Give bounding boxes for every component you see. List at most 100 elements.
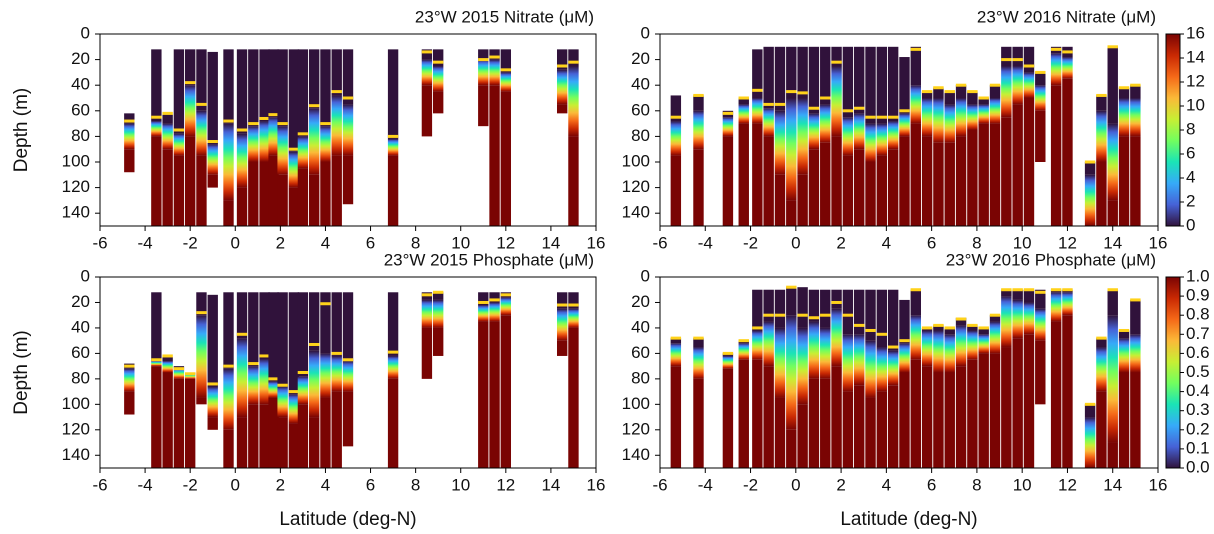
low-layer xyxy=(944,91,955,105)
low-layer xyxy=(432,292,444,300)
x-tick-label: 2 xyxy=(836,233,845,252)
gradient-layer xyxy=(277,386,288,418)
gradient-layer xyxy=(568,66,579,137)
high-layer xyxy=(162,149,173,226)
y-tick-label: 140 xyxy=(622,203,650,222)
high-layer xyxy=(865,162,876,226)
high-layer xyxy=(1050,85,1062,226)
high-layer xyxy=(184,378,196,468)
panel-title: 23°W 2016 Nitrate (μM) xyxy=(977,7,1156,26)
low-layer xyxy=(1096,338,1107,348)
high-layer xyxy=(478,85,489,127)
mld-marker xyxy=(268,377,279,381)
mld-marker xyxy=(124,119,135,123)
low-layer xyxy=(820,46,831,105)
low-layer xyxy=(173,49,185,134)
gradient-layer xyxy=(308,350,320,418)
low-layer xyxy=(933,325,944,331)
gradient-layer xyxy=(1084,174,1096,226)
low-layer xyxy=(387,49,399,139)
mld-marker xyxy=(865,328,876,332)
high-layer xyxy=(921,136,933,226)
gradient-layer xyxy=(797,98,808,175)
mld-marker xyxy=(432,290,444,294)
high-layer xyxy=(853,385,865,468)
gradient-layer xyxy=(342,361,354,392)
low-layer xyxy=(831,46,842,66)
mld-marker xyxy=(1035,70,1046,74)
gradient-layer xyxy=(774,327,786,398)
high-layer xyxy=(297,168,309,226)
mld-marker xyxy=(1001,58,1012,62)
high-layer xyxy=(184,136,196,226)
gradient-layer xyxy=(978,104,989,124)
x-tick-label: -2 xyxy=(743,233,758,252)
mld-marker xyxy=(876,115,888,119)
high-layer xyxy=(978,353,989,468)
mld-marker xyxy=(248,122,259,126)
gradient-layer xyxy=(268,117,279,156)
high-layer xyxy=(933,372,944,468)
mld-marker xyxy=(1096,93,1107,97)
low-layer xyxy=(955,85,967,98)
mld-marker xyxy=(184,81,196,85)
high-layer xyxy=(236,417,248,468)
low-layer xyxy=(162,114,173,124)
mld-marker xyxy=(899,339,910,343)
mld-marker xyxy=(693,336,704,340)
mld-marker xyxy=(500,68,512,72)
panel-title: 23°W 2016 Phosphate (μM) xyxy=(946,250,1156,269)
colorbar-tick-label: 0.4 xyxy=(1186,381,1210,400)
low-layer xyxy=(1012,46,1023,66)
low-layer xyxy=(288,292,300,395)
high-layer xyxy=(236,187,248,226)
gradient-layer xyxy=(693,110,704,150)
gradient-layer xyxy=(921,98,933,137)
gradient-layer xyxy=(1096,110,1107,162)
x-tick-label: -4 xyxy=(698,233,713,252)
gradient-layer xyxy=(1012,66,1023,105)
high-layer xyxy=(738,359,749,468)
mld-marker xyxy=(738,339,749,343)
high-layer xyxy=(989,353,1001,468)
low-layer xyxy=(786,46,797,98)
mld-marker xyxy=(196,102,207,106)
colorbar-tick-label: 0.3 xyxy=(1186,400,1210,419)
gradient-layer xyxy=(865,340,876,398)
x-tick-label: -4 xyxy=(138,475,153,494)
high-layer xyxy=(196,397,207,405)
y-tick-label: 140 xyxy=(62,203,90,222)
y-tick-label: 40 xyxy=(71,75,90,94)
mld-marker xyxy=(162,354,173,358)
high-layer xyxy=(259,404,270,468)
gradient-layer xyxy=(387,355,399,379)
gradient-layer xyxy=(670,343,682,367)
high-layer xyxy=(223,429,234,468)
low-layer xyxy=(297,292,309,377)
y-tick-label: 100 xyxy=(622,151,650,170)
y-tick-label: 120 xyxy=(622,177,650,196)
low-layer xyxy=(797,287,808,328)
high-layer xyxy=(786,200,797,226)
high-layer xyxy=(320,397,331,468)
low-layer xyxy=(853,46,865,114)
low-layer xyxy=(268,49,279,118)
y-tick-label: 80 xyxy=(631,126,650,145)
x-tick-label: 14 xyxy=(1103,475,1122,494)
low-layer xyxy=(1001,46,1012,66)
gradient-layer xyxy=(1062,292,1073,316)
high-layer xyxy=(1050,321,1062,468)
high-layer xyxy=(489,85,500,226)
gradient-layer xyxy=(556,308,568,341)
high-layer xyxy=(944,372,955,468)
low-layer xyxy=(921,91,933,98)
gradient-layer xyxy=(162,361,173,373)
gradient-layer xyxy=(421,299,433,328)
y-tick-label: 60 xyxy=(631,100,650,119)
gradient-layer xyxy=(876,347,888,392)
low-layer xyxy=(887,46,899,122)
gradient-layer xyxy=(331,355,342,392)
low-layer xyxy=(1035,72,1046,86)
gradient-layer xyxy=(236,133,248,188)
low-layer xyxy=(196,49,207,111)
